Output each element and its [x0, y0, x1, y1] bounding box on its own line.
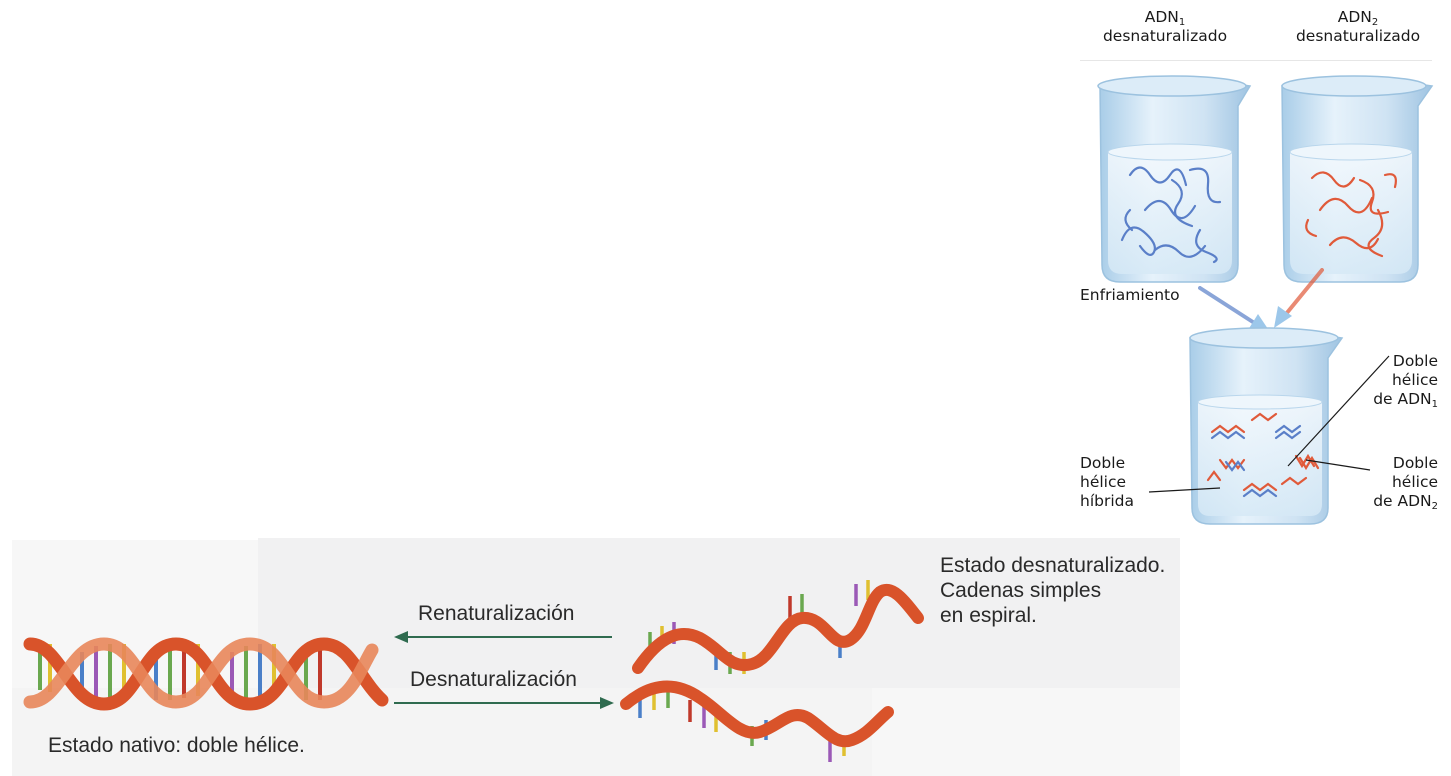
beakers-illustration — [1097, 75, 1434, 525]
beaker2-label-main: ADN — [1337, 8, 1372, 26]
denatured-state-line3: en espiral. — [940, 604, 1037, 627]
dna2-helix-line2: hélice — [1391, 473, 1438, 491]
denaturation-arrow — [394, 697, 614, 709]
denatured-state-label: Estado desnaturalizado. Cadenas simples … — [940, 553, 1165, 628]
beaker1-label-sub: 1 — [1178, 17, 1186, 28]
beaker-1-icon — [1097, 75, 1252, 283]
single-strand-upper — [632, 580, 924, 674]
dna1-helix-line3: de ADN — [1373, 390, 1432, 408]
dna1-helix-sub: 1 — [1431, 399, 1438, 410]
dna2-helix-label: Doble hélice de ADN2 — [1330, 454, 1438, 512]
dna1-helix-line1: Doble — [1392, 352, 1438, 370]
beaker1-label: ADN1 desnaturalizado — [1090, 8, 1240, 46]
dna2-helix-line1: Doble — [1392, 454, 1438, 472]
mixed-helices — [1206, 412, 1320, 498]
beaker1-label-main: ADN — [1144, 8, 1179, 26]
single-strand-lower — [620, 680, 894, 762]
hybrid-helix-label: Doble hélice híbrida — [1080, 454, 1134, 511]
native-double-helix — [23, 637, 389, 711]
native-state-label: Estado nativo: doble hélice. — [48, 734, 305, 757]
beaker2-label-sub: 2 — [1371, 17, 1379, 28]
leader-lines — [1148, 355, 1390, 493]
dna1-helix-line2: hélice — [1391, 371, 1438, 389]
denatured-state-line2: Cadenas simples — [940, 579, 1102, 602]
dna1-helix-label: Doble hélice de ADN1 — [1330, 352, 1438, 410]
dna2-helix-sub: 2 — [1431, 501, 1438, 512]
dna-helices-illustration — [23, 580, 924, 762]
denatured-state-line1: Estado desnaturalizado. — [940, 554, 1166, 577]
renaturation-arrow — [394, 631, 612, 643]
beaker1-label-line2: desnaturalizado — [1102, 27, 1228, 45]
dna1-strands — [1120, 166, 1222, 264]
cooling-label: Enfriamiento — [1080, 286, 1180, 304]
renaturation-label: Renaturalización — [418, 602, 575, 625]
hybrid-helix-line3: híbrida — [1080, 492, 1134, 510]
beaker-2-icon — [1281, 75, 1434, 283]
hybrid-helix-line1: Doble — [1080, 454, 1126, 472]
denaturation-label: Desnaturalización — [410, 668, 577, 691]
beaker-3-icon — [1189, 327, 1344, 525]
bottom-panel-bg-2 — [258, 538, 1180, 688]
beaker2-label: ADN2 desnaturalizado — [1283, 8, 1433, 46]
dna2-helix-line3: de ADN — [1373, 492, 1432, 510]
divider — [1080, 60, 1432, 61]
dna2-strands — [1305, 171, 1397, 258]
hybrid-helix-line2: hélice — [1080, 473, 1127, 491]
beaker2-label-line2: desnaturalizado — [1295, 27, 1421, 45]
